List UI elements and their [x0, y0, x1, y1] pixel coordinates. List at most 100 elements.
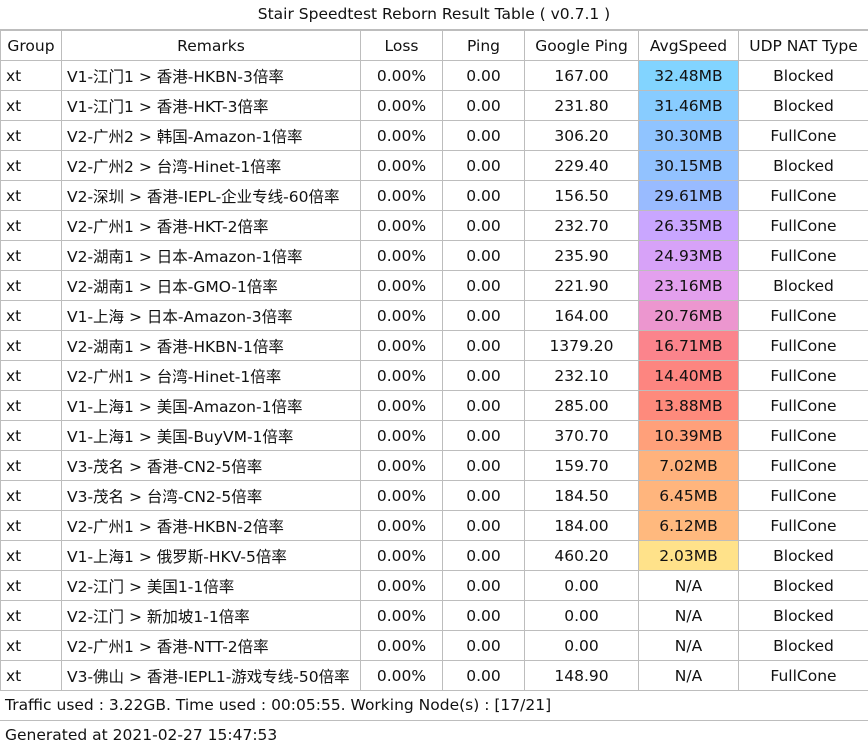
cell-group: xt: [0, 630, 62, 661]
cell-udp-nat-type: Blocked: [738, 60, 868, 91]
cell-ping: 0.00: [442, 180, 525, 211]
cell-ping: 0.00: [442, 150, 525, 181]
cell-udp-nat-type: FullCone: [738, 660, 868, 691]
cell-ping: 0.00: [442, 390, 525, 421]
header-remarks: Remarks: [61, 30, 361, 61]
cell-google-ping: 184.50: [524, 480, 639, 511]
cell-avg-speed: 14.40MB: [638, 360, 739, 391]
cell-group: xt: [0, 180, 62, 211]
cell-avg-speed: 24.93MB: [638, 240, 739, 271]
cell-group: xt: [0, 600, 62, 631]
cell-google-ping: 232.10: [524, 360, 639, 391]
header-loss: Loss: [360, 30, 443, 61]
cell-google-ping: 167.00: [524, 60, 639, 91]
cell-google-ping: 159.70: [524, 450, 639, 481]
cell-udp-nat-type: FullCone: [738, 390, 868, 421]
cell-udp-nat-type: FullCone: [738, 510, 868, 541]
cell-remarks: V2-湖南1 > 日本-Amazon-1倍率: [61, 240, 361, 271]
table-row: xt V2-江门 > 美国1-1倍率 0.00% 0.00 0.00 N/A Blocked: [0, 570, 868, 601]
cell-remarks: V1-上海 > 日本-Amazon-3倍率: [61, 300, 361, 331]
cell-avg-speed: 2.03MB: [638, 540, 739, 571]
cell-group: xt: [0, 60, 62, 91]
cell-google-ping: 306.20: [524, 120, 639, 151]
cell-google-ping: 235.90: [524, 240, 639, 271]
cell-group: xt: [0, 540, 62, 571]
cell-avg-speed: 6.45MB: [638, 480, 739, 511]
cell-loss: 0.00%: [360, 90, 443, 121]
cell-avg-speed: N/A: [638, 630, 739, 661]
cell-avg-speed: 30.30MB: [638, 120, 739, 151]
cell-ping: 0.00: [442, 60, 525, 91]
cell-avg-speed: 20.76MB: [638, 300, 739, 331]
cell-ping: 0.00: [442, 360, 525, 391]
cell-group: xt: [0, 390, 62, 421]
cell-group: xt: [0, 360, 62, 391]
cell-remarks: V2-湖南1 > 日本-GMO-1倍率: [61, 270, 361, 301]
table-row: xt V1-上海 > 日本-Amazon-3倍率 0.00% 0.00 164.00 20…: [0, 300, 868, 331]
cell-remarks: V3-佛山 > 香港-IEPL1-游戏专线-50倍率: [61, 660, 361, 691]
cell-loss: 0.00%: [360, 120, 443, 151]
cell-loss: 0.00%: [360, 480, 443, 511]
cell-ping: 0.00: [442, 450, 525, 481]
cell-remarks: V2-广州1 > 香港-HKBN-2倍率: [61, 510, 361, 541]
cell-udp-nat-type: Blocked: [738, 150, 868, 181]
cell-remarks: V3-茂名 > 台湾-CN2-5倍率: [61, 480, 361, 511]
cell-remarks: V1-上海1 > 美国-Amazon-1倍率: [61, 390, 361, 421]
cell-ping: 0.00: [442, 210, 525, 241]
table-row: xt V2-广州2 > 韩国-Amazon-1倍率 0.00% 0.00 306.20 3…: [0, 120, 868, 151]
cell-group: xt: [0, 510, 62, 541]
cell-loss: 0.00%: [360, 450, 443, 481]
cell-udp-nat-type: FullCone: [738, 240, 868, 271]
cell-udp-nat-type: FullCone: [738, 120, 868, 151]
cell-udp-nat-type: FullCone: [738, 300, 868, 331]
cell-loss: 0.00%: [360, 660, 443, 691]
cell-ping: 0.00: [442, 660, 525, 691]
cell-udp-nat-type: Blocked: [738, 270, 868, 301]
table-row: xt V2-江门 > 新加坡1-1倍率 0.00% 0.00 0.00 N/A Blocke…: [0, 600, 868, 631]
cell-group: xt: [0, 300, 62, 331]
cell-group: xt: [0, 210, 62, 241]
cell-loss: 0.00%: [360, 600, 443, 631]
table-row: xt V2-湖南1 > 日本-GMO-1倍率 0.00% 0.00 221.90 23.1…: [0, 270, 868, 301]
cell-avg-speed: N/A: [638, 600, 739, 631]
cell-avg-speed: 16.71MB: [638, 330, 739, 361]
cell-loss: 0.00%: [360, 210, 443, 241]
table-row: xt V1-江门1 > 香港-HKBN-3倍率 0.00% 0.00 167.00 32.…: [0, 60, 868, 91]
cell-remarks: V1-江门1 > 香港-HKT-3倍率: [61, 90, 361, 121]
cell-ping: 0.00: [442, 330, 525, 361]
cell-avg-speed: N/A: [638, 570, 739, 601]
cell-google-ping: 164.00: [524, 300, 639, 331]
header-row: Group Remarks Loss Ping Google Ping AvgS…: [0, 30, 868, 61]
cell-avg-speed: 30.15MB: [638, 150, 739, 181]
cell-remarks: V1-江门1 > 香港-HKBN-3倍率: [61, 60, 361, 91]
table-row: xt V2-广州1 > 台湾-Hinet-1倍率 0.00% 0.00 232.10 14…: [0, 360, 868, 391]
cell-group: xt: [0, 330, 62, 361]
cell-remarks: V2-江门 > 美国1-1倍率: [61, 570, 361, 601]
table-title: Stair Speedtest Reborn Result Table ( v0…: [0, 0, 868, 30]
cell-udp-nat-type: Blocked: [738, 570, 868, 601]
cell-udp-nat-type: Blocked: [738, 540, 868, 571]
table-row: xt V1-上海1 > 美国-Amazon-1倍率 0.00% 0.00 285.00 1…: [0, 390, 868, 421]
cell-loss: 0.00%: [360, 240, 443, 271]
table-row: xt V2-湖南1 > 日本-Amazon-1倍率 0.00% 0.00 235.90 2…: [0, 240, 868, 271]
cell-google-ping: 229.40: [524, 150, 639, 181]
table-row: xt V2-广州1 > 香港-NTT-2倍率 0.00% 0.00 0.00 N/A Blo…: [0, 630, 868, 661]
cell-udp-nat-type: Blocked: [738, 600, 868, 631]
cell-loss: 0.00%: [360, 540, 443, 571]
cell-remarks: V2-湖南1 > 香港-HKBN-1倍率: [61, 330, 361, 361]
cell-remarks: V2-广州2 > 韩国-Amazon-1倍率: [61, 120, 361, 151]
cell-group: xt: [0, 240, 62, 271]
table-body: xt V1-江门1 > 香港-HKBN-3倍率 0.00% 0.00 167.00 32.…: [0, 60, 868, 691]
table-row: xt V2-广州2 > 台湾-Hinet-1倍率 0.00% 0.00 229.40 30…: [0, 150, 868, 181]
cell-google-ping: 1379.20: [524, 330, 639, 361]
cell-remarks: V2-广州1 > 香港-HKT-2倍率: [61, 210, 361, 241]
table-row: xt V1-上海1 > 美国-BuyVM-1倍率 0.00% 0.00 370.70 10…: [0, 420, 868, 451]
cell-avg-speed: 13.88MB: [638, 390, 739, 421]
cell-google-ping: 232.70: [524, 210, 639, 241]
cell-group: xt: [0, 660, 62, 691]
cell-google-ping: 460.20: [524, 540, 639, 571]
cell-udp-nat-type: Blocked: [738, 630, 868, 661]
cell-google-ping: 184.00: [524, 510, 639, 541]
cell-avg-speed: 26.35MB: [638, 210, 739, 241]
cell-group: xt: [0, 480, 62, 511]
